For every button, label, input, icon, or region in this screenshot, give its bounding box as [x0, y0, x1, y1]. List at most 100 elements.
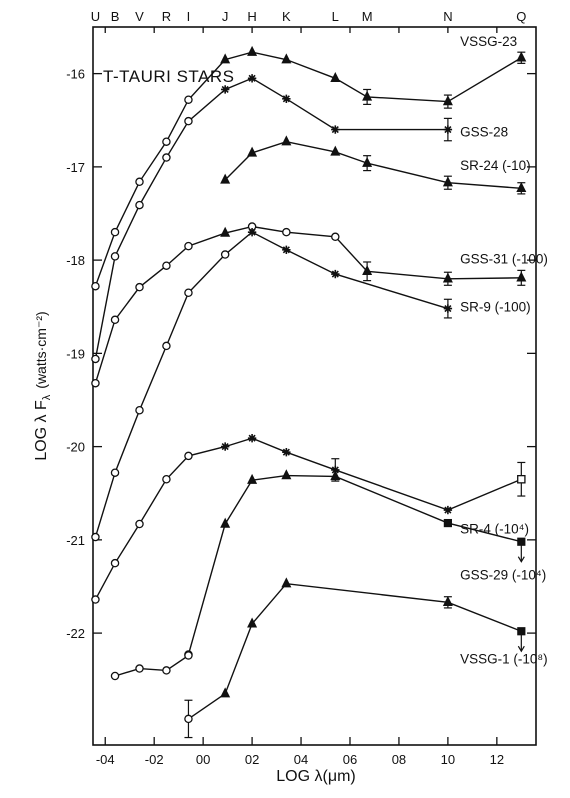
data-point — [184, 241, 193, 251]
y-axis-label-subscript: λ — [41, 394, 53, 400]
data-point — [247, 227, 257, 237]
x-tick-label: 10 — [441, 752, 455, 767]
band-label: B — [111, 9, 120, 24]
data-point — [247, 473, 258, 484]
data-point — [362, 90, 373, 101]
data-point — [91, 378, 100, 388]
y-axis-label-main: LOG λ F — [33, 400, 50, 461]
series-labels: VSSG-23 GSS-28 SR-24 (-10) GSS-31 (-100) SR-… — [460, 34, 548, 666]
data-point — [517, 537, 526, 546]
data-point — [331, 269, 340, 279]
y-axis-label: LOG λ Fλ (watts·cm⁻²) — [33, 311, 53, 460]
series-label: VSSG-1 (-10⁸) — [460, 651, 547, 666]
data-point — [247, 146, 258, 157]
series-line — [94, 437, 522, 600]
x-tick-label: -02 — [145, 752, 164, 767]
x-axis-ticks: -04 -02 00 02 04 06 08 10 12 — [96, 27, 504, 767]
upper-limit-arrow — [517, 645, 525, 653]
data-series — [91, 227, 453, 542]
data-point — [184, 95, 193, 104]
y-tick-label: -21 — [66, 533, 85, 548]
data-point — [247, 45, 258, 56]
data-point — [282, 448, 291, 457]
y-tick-label: -16 — [66, 67, 85, 82]
data-point — [184, 714, 193, 724]
series-line — [94, 51, 522, 287]
y-axis-ticks: -16 -17 -18 -19 -20 -21 -22 — [66, 67, 536, 641]
data-point — [442, 272, 453, 283]
band-label: N — [443, 9, 452, 24]
y-tick-label: -22 — [66, 626, 85, 641]
data-point — [135, 664, 144, 673]
y-tick-label: -17 — [66, 160, 85, 175]
data-point — [247, 617, 258, 628]
data-point — [362, 156, 373, 167]
series-line — [94, 77, 448, 360]
series-line — [114, 654, 189, 677]
data-point — [135, 177, 144, 187]
data-point — [516, 181, 527, 193]
data-series — [184, 469, 526, 659]
data-point — [362, 264, 373, 276]
band-label: U — [91, 9, 100, 24]
data-point — [443, 304, 453, 313]
y-tick-label: -18 — [66, 253, 85, 268]
upper-limit-arrow — [517, 556, 525, 563]
data-point — [330, 145, 341, 156]
data-series — [91, 434, 526, 604]
data-point — [443, 505, 453, 515]
data-point — [135, 405, 144, 415]
band-label: R — [162, 9, 171, 24]
data-point — [162, 137, 171, 146]
data-point — [281, 53, 292, 64]
x-tick-label: -04 — [96, 752, 115, 767]
series-line — [94, 225, 522, 384]
data-series — [91, 74, 453, 364]
data-point — [331, 465, 340, 475]
series-label: GSS-28 — [460, 124, 508, 139]
data-series — [91, 45, 527, 291]
data-point — [110, 252, 120, 261]
series-line — [188, 582, 522, 720]
data-point — [220, 517, 231, 528]
data-point — [220, 85, 230, 94]
data-point — [184, 116, 193, 126]
data-point — [91, 595, 100, 604]
band-label: V — [135, 9, 144, 24]
data-point — [282, 227, 291, 237]
band-label: L — [332, 9, 339, 24]
data-point — [331, 232, 340, 242]
y-tick-label: -19 — [66, 346, 85, 361]
chart-title: T-TAURI STARS — [103, 67, 235, 86]
series-label: SR-4 (-10⁴) — [460, 522, 529, 537]
data-point — [110, 315, 120, 325]
data-point — [281, 577, 292, 588]
data-point — [442, 596, 453, 607]
data-point — [184, 288, 193, 298]
data-point — [91, 281, 100, 291]
x-tick-label: 04 — [294, 752, 308, 767]
data-series — [220, 135, 527, 195]
data-point — [110, 558, 120, 568]
data-point — [91, 354, 100, 364]
x-tick-label: 02 — [245, 752, 259, 767]
data-point — [443, 518, 452, 528]
data-point — [135, 282, 144, 292]
data-point — [162, 474, 171, 484]
data-series — [110, 651, 193, 681]
data-point — [330, 71, 341, 82]
data-point — [281, 135, 292, 146]
data-point — [247, 74, 257, 83]
data-point — [220, 687, 231, 698]
data-point — [162, 261, 171, 270]
data-point — [162, 341, 171, 351]
data-point — [331, 125, 340, 134]
data-series — [184, 577, 526, 739]
x-axis-label: LOG λ(μm) — [276, 768, 355, 785]
band-label: Q — [516, 9, 526, 24]
series-line — [187, 474, 522, 655]
data-point — [220, 53, 231, 64]
data-point — [247, 434, 257, 443]
